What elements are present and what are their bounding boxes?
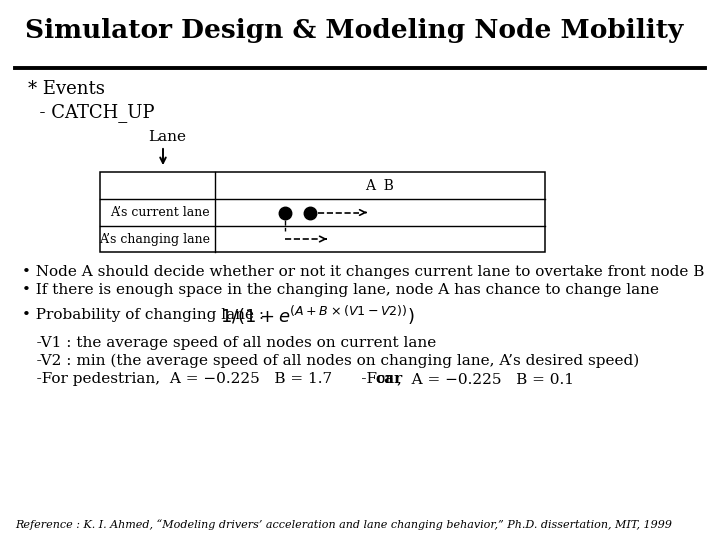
Text: • If there is enough space in the changing lane, node A has chance to change lan: • If there is enough space in the changi… <box>22 283 659 297</box>
Text: * Events: * Events <box>28 80 105 98</box>
Text: A’s changing lane: A’s changing lane <box>99 233 210 246</box>
Text: -V1 : the average speed of all nodes on current lane: -V1 : the average speed of all nodes on … <box>22 336 436 350</box>
Text: • Node A should decide whether or not it changes current lane to overtake front : • Node A should decide whether or not it… <box>22 265 704 279</box>
Text: $1/(1+e^{(A+B\times(V1-V2))})$: $1/(1+e^{(A+B\times(V1-V2))})$ <box>220 303 415 327</box>
Bar <box>100 172 545 252</box>
Text: Simulator Design & Modeling Node Mobility: Simulator Design & Modeling Node Mobilit… <box>25 18 683 43</box>
Text: Lane: Lane <box>148 130 186 144</box>
Text: ,  A = −0.225   B = 0.1: , A = −0.225 B = 0.1 <box>397 372 574 386</box>
Text: car: car <box>375 372 402 386</box>
Text: Reference : K. I. Ahmed, “Modeling drivers’ acceleration and lane changing behav: Reference : K. I. Ahmed, “Modeling drive… <box>15 519 672 530</box>
Text: • Probability of changing lane :: • Probability of changing lane : <box>22 308 274 322</box>
Text: A’s current lane: A’s current lane <box>110 206 210 219</box>
Text: -For pedestrian,  A = −0.225   B = 1.7      -For: -For pedestrian, A = −0.225 B = 1.7 -For <box>22 372 397 386</box>
Text: A  B: A B <box>366 179 395 192</box>
Text: -V2 : min (the average speed of all nodes on changing lane, A’s desired speed): -V2 : min (the average speed of all node… <box>22 354 639 368</box>
Text: - CATCH_UP: - CATCH_UP <box>28 103 155 122</box>
